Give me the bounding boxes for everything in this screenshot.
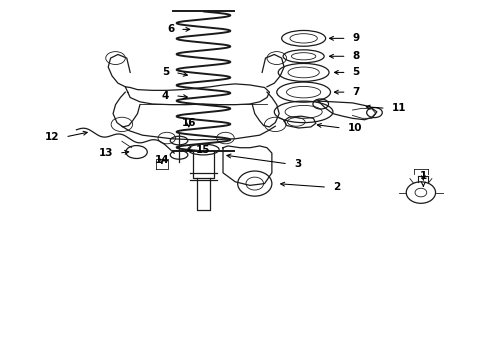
Text: 4: 4 (162, 91, 169, 101)
Text: 16: 16 (182, 118, 196, 128)
Text: 11: 11 (392, 103, 406, 113)
Text: 6: 6 (167, 24, 174, 35)
Text: 3: 3 (294, 159, 301, 169)
Text: 15: 15 (196, 144, 211, 154)
Text: 13: 13 (98, 148, 113, 158)
Text: 8: 8 (352, 51, 360, 61)
Text: 7: 7 (352, 87, 360, 97)
Text: 2: 2 (333, 182, 340, 192)
Text: 5: 5 (162, 67, 169, 77)
Text: 12: 12 (45, 132, 59, 142)
Text: 5: 5 (352, 67, 360, 77)
Text: 9: 9 (352, 33, 360, 43)
Text: 1: 1 (420, 171, 427, 181)
Text: 14: 14 (155, 155, 169, 165)
Text: 10: 10 (347, 123, 362, 133)
